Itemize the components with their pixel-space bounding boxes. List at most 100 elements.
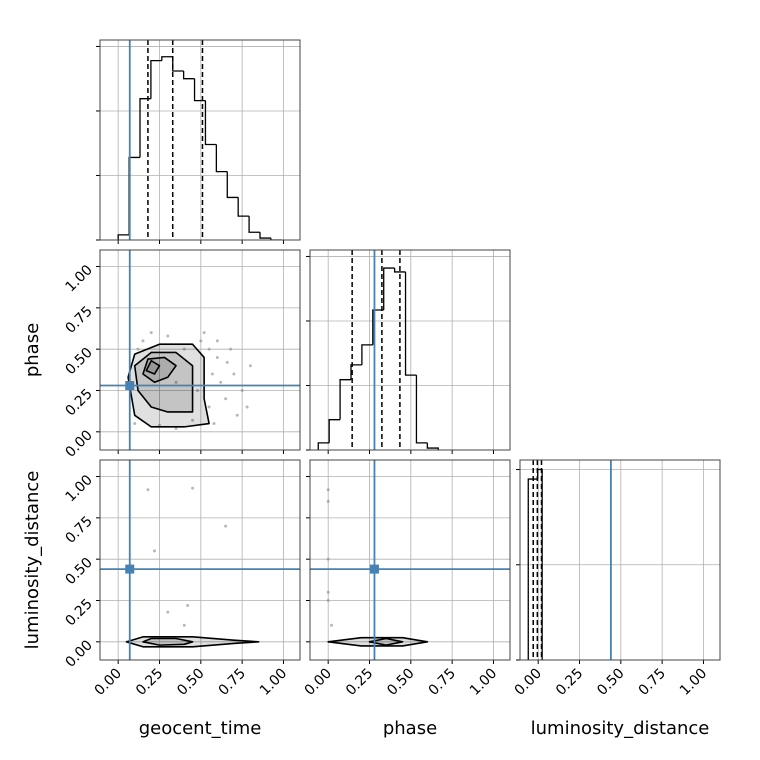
- sample-point: [158, 423, 162, 427]
- sample-point: [146, 488, 150, 492]
- x-tick-label: 0.00: [512, 666, 545, 699]
- sample-point: [326, 598, 330, 602]
- y-tick-label: 0.25: [62, 596, 95, 629]
- panel-frame: [99, 249, 301, 451]
- histogram-step: [193, 78, 206, 102]
- histogram-step: [237, 197, 250, 217]
- histogram-step: [259, 232, 271, 239]
- sample-point: [326, 557, 330, 561]
- x-tick-label: 1.00: [257, 666, 290, 699]
- sample-point: [210, 372, 214, 376]
- contour: [145, 359, 161, 375]
- truth-marker: [125, 564, 135, 574]
- histogram-step: [372, 309, 384, 345]
- sample-point: [149, 331, 153, 335]
- histogram-step: [339, 379, 351, 420]
- x-tick-label: 0.25: [553, 666, 586, 699]
- truth-marker: [369, 564, 379, 574]
- y-tick-label: 0.50: [62, 555, 95, 588]
- histogram-step: [350, 364, 362, 380]
- contour: [142, 356, 177, 384]
- y-tick-label: 1.00: [62, 262, 95, 295]
- x-tick-label: 0.75: [216, 666, 249, 699]
- contour: [142, 637, 194, 646]
- histogram-step: [128, 156, 140, 235]
- y-tick-label: 1.00: [62, 472, 95, 505]
- sample-point: [329, 623, 333, 627]
- histogram-step: [393, 268, 406, 273]
- histogram-step: [161, 56, 173, 61]
- sample-point: [196, 388, 200, 392]
- x-tick-label: 1.00: [677, 666, 710, 699]
- sample-point: [232, 372, 236, 376]
- histogram-step: [139, 98, 151, 158]
- histogram-step: [415, 375, 428, 444]
- panel-frame: [309, 249, 511, 451]
- sample-point: [182, 347, 186, 351]
- histogram-step: [383, 267, 395, 310]
- histogram-step: [317, 442, 330, 450]
- histogram-step: [117, 234, 130, 240]
- sample-point: [136, 347, 140, 351]
- x-tick-label: 1.00: [467, 666, 500, 699]
- histogram-step: [328, 419, 341, 443]
- sample-point: [191, 486, 195, 490]
- histogram-step: [204, 100, 217, 146]
- x-tick-label: 0.00: [302, 666, 335, 699]
- x-tick-label: 0.00: [92, 666, 125, 699]
- sample-point: [174, 427, 178, 431]
- sample-point: [202, 331, 206, 335]
- panel-frame: [519, 459, 721, 661]
- sample-point: [182, 623, 186, 627]
- y-axis-label: phase: [22, 323, 43, 377]
- sample-point: [153, 549, 157, 553]
- histogram-step: [182, 70, 195, 80]
- x-axis-label: luminosity_distance: [531, 718, 710, 739]
- histogram-step: [527, 478, 538, 660]
- panel-frame: [99, 39, 301, 241]
- histogram-step: [248, 216, 260, 233]
- sample-point: [166, 334, 170, 338]
- sample-point: [235, 413, 239, 417]
- histogram-step: [404, 271, 417, 376]
- sample-point: [174, 380, 178, 384]
- contour: [368, 637, 404, 646]
- sample-point: [212, 422, 216, 426]
- sample-point: [141, 339, 145, 343]
- sample-point: [219, 380, 223, 384]
- y-tick-label: 0.75: [62, 513, 95, 546]
- sample-point: [224, 524, 228, 528]
- x-tick-label: 0.75: [426, 666, 459, 699]
- sample-point: [166, 610, 170, 614]
- histogram-step: [270, 238, 282, 240]
- x-tick-label: 0.50: [384, 666, 417, 699]
- histogram-step: [172, 56, 184, 72]
- sample-point: [186, 603, 190, 607]
- histogram-step: [150, 59, 162, 99]
- x-tick-label: 0.75: [636, 666, 669, 699]
- sample-point: [229, 347, 233, 351]
- y-tick-label: 0.50: [62, 345, 95, 378]
- x-tick-label: 0.50: [174, 666, 207, 699]
- y-tick-label: 0.25: [62, 386, 95, 419]
- y-tick-label: 0.75: [62, 303, 95, 336]
- sample-point: [191, 418, 195, 422]
- x-axis-label: geocent_time: [139, 718, 262, 739]
- sample-point: [224, 397, 228, 401]
- y-tick-label: 0.00: [62, 427, 95, 460]
- sample-point: [326, 499, 330, 503]
- sample-point: [225, 360, 229, 364]
- sample-point: [207, 405, 211, 409]
- y-tick-label: 0.00: [62, 637, 95, 670]
- sample-point: [248, 364, 252, 368]
- truth-marker: [125, 381, 135, 391]
- x-tick-label: 0.25: [343, 666, 376, 699]
- sample-point: [199, 339, 203, 343]
- x-tick-label: 0.50: [594, 666, 627, 699]
- sample-point: [326, 488, 330, 492]
- panel-frame: [309, 459, 511, 661]
- histogram-step: [215, 144, 228, 173]
- x-tick-label: 0.25: [133, 666, 166, 699]
- x-axis-label: phase: [383, 718, 437, 739]
